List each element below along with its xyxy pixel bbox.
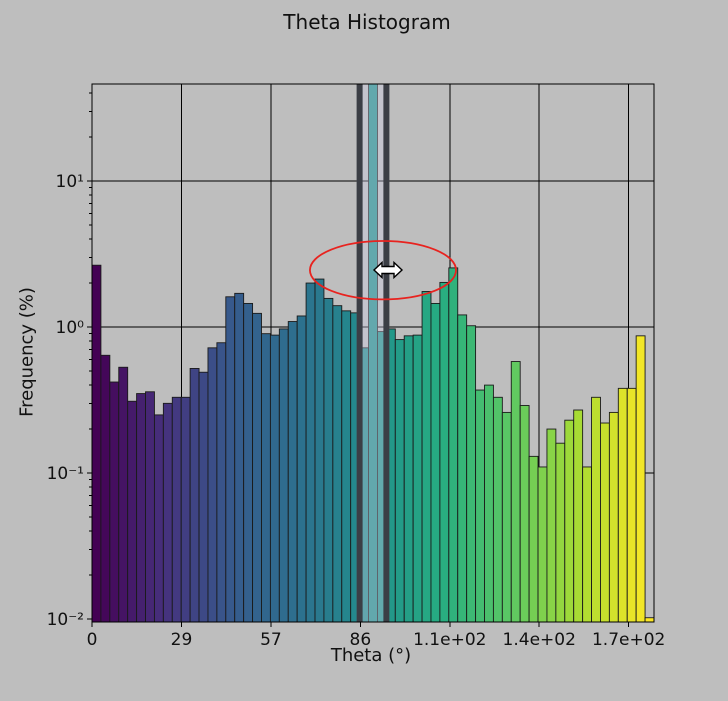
histogram-bar xyxy=(564,419,575,623)
x-tick-label: 0 xyxy=(87,630,98,650)
histogram-bar xyxy=(100,354,111,623)
histogram-bar xyxy=(145,391,155,623)
tick-labels: 0 29 57 86 1.1e+02 1.4e+02 1.7e+02 10¹ 10⁰ 10⁻¹ 10… xyxy=(47,172,666,650)
histogram-bar xyxy=(153,414,164,623)
histogram-bar xyxy=(136,393,146,623)
histogram-bar xyxy=(439,281,450,623)
histogram-bar xyxy=(127,400,138,623)
x-tick-label: 1.4e+02 xyxy=(503,630,576,650)
histogram-bar xyxy=(591,396,601,623)
chart-title: Theta Histogram xyxy=(283,10,451,34)
histogram-bar xyxy=(492,396,503,623)
histogram-bar xyxy=(600,422,610,623)
histogram-bar xyxy=(519,405,530,623)
histogram-bar xyxy=(394,339,405,623)
histogram-bar xyxy=(305,282,316,623)
histogram-bar xyxy=(448,267,459,623)
histogram-bars xyxy=(91,83,655,623)
histogram-bar xyxy=(341,310,352,623)
histogram-bar xyxy=(617,387,628,623)
histogram-bar xyxy=(162,402,173,623)
histogram-bar xyxy=(278,328,289,623)
histogram-bar xyxy=(546,428,557,623)
histogram-bar xyxy=(626,387,637,623)
histogram-bar xyxy=(332,305,343,623)
histogram-bar xyxy=(118,366,129,623)
y-tick-label: 10⁰ xyxy=(56,318,85,338)
histogram-bar xyxy=(261,333,271,623)
selection-handle-right[interactable] xyxy=(383,84,390,622)
histogram-bar xyxy=(510,361,521,623)
histogram-bar xyxy=(573,409,584,623)
histogram-bar xyxy=(537,466,548,623)
histogram-bar xyxy=(403,335,414,623)
x-tick-label: 57 xyxy=(260,630,282,650)
histogram-bar xyxy=(91,264,102,623)
histogram-bar xyxy=(644,617,655,623)
histogram-bar xyxy=(225,296,236,623)
histogram-bar xyxy=(412,334,423,623)
x-tick-label: 29 xyxy=(171,630,193,650)
histogram-bar xyxy=(608,411,619,623)
histogram-bar xyxy=(323,297,334,623)
y-axis-label: Frequency (%) xyxy=(16,287,38,417)
x-tick-label: 1.1e+02 xyxy=(413,630,486,650)
histogram-bar xyxy=(243,302,254,623)
histogram-bar xyxy=(198,371,209,623)
histogram-bar xyxy=(421,291,432,623)
annotation-ellipse xyxy=(309,240,457,301)
histogram-bar xyxy=(216,342,227,623)
y-tick-label: 10⁻² xyxy=(47,610,84,630)
histogram-bar xyxy=(287,321,298,623)
histogram-bar xyxy=(234,292,245,623)
y-tick-label: 10¹ xyxy=(56,172,84,192)
x-tick-label: 1.7e+02 xyxy=(592,630,665,650)
histogram-bar xyxy=(635,335,646,623)
selection-span-widget[interactable] xyxy=(356,84,390,622)
histogram-bar xyxy=(296,315,307,623)
histogram-bar xyxy=(207,347,218,623)
histogram-bar xyxy=(180,396,191,623)
histogram-bar xyxy=(457,314,468,623)
axes-spines xyxy=(91,83,655,623)
histogram-bar xyxy=(501,411,512,623)
histogram-bar xyxy=(171,396,182,623)
histogram-bar xyxy=(555,442,566,623)
histogram-bar xyxy=(109,381,120,623)
histogram-bar xyxy=(269,334,280,623)
x-tick-label: 86 xyxy=(350,630,372,650)
histogram-bar xyxy=(466,325,477,623)
histogram-bar xyxy=(484,384,494,623)
histogram-bar xyxy=(252,312,262,623)
histogram-bar xyxy=(430,302,441,623)
x-axis-label: Theta (°) xyxy=(330,645,412,666)
histogram-bar xyxy=(528,455,539,623)
selection-handle-left[interactable] xyxy=(356,84,363,622)
axis-ticks xyxy=(87,92,630,627)
histogram-bar xyxy=(582,466,593,623)
histogram-bar xyxy=(475,389,485,623)
histogram-bar xyxy=(314,278,325,623)
y-tick-label: 10⁻¹ xyxy=(47,464,84,484)
histogram-bar xyxy=(189,368,200,623)
horizontal-resize-cursor-icon xyxy=(372,260,404,280)
